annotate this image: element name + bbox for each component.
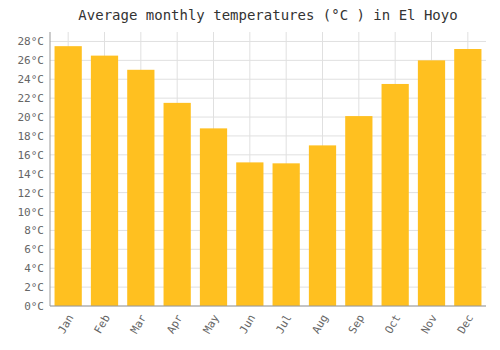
y-axis-line	[50, 32, 51, 306]
y-tick-label: 24°C	[18, 73, 45, 86]
bar	[200, 128, 227, 306]
x-tick-label: Nov	[419, 312, 440, 336]
bar	[418, 60, 445, 306]
grid	[50, 32, 486, 306]
y-tick-label: 12°C	[18, 187, 45, 200]
y-tick-label: 16°C	[18, 149, 45, 162]
y-tick-label: 10°C	[18, 206, 45, 219]
y-grid-line	[50, 41, 486, 42]
y-tick-label: 6°C	[24, 243, 44, 256]
y-grid-line	[50, 306, 486, 307]
x-tick-label: May	[201, 312, 222, 336]
x-tick-label: Sep	[346, 312, 367, 336]
y-tick-label: 18°C	[18, 130, 45, 143]
bar	[273, 163, 300, 306]
bar	[164, 103, 191, 306]
bar	[236, 162, 263, 306]
x-tick-label: Dec	[455, 312, 476, 336]
y-tick-label: 14°C	[18, 168, 45, 181]
x-axis-line	[50, 306, 486, 307]
bars	[55, 46, 482, 306]
chart-container: Average monthly temperatures (°C ) in El…	[0, 0, 500, 350]
y-tick-label: 4°C	[24, 262, 44, 275]
x-tick-label: Feb	[92, 312, 113, 336]
x-tick-label: Aug	[310, 312, 331, 336]
y-tick-label: 22°C	[18, 92, 45, 105]
y-tick-label: 20°C	[18, 111, 45, 124]
x-tick-label: Jun	[237, 312, 258, 336]
bar	[127, 70, 154, 306]
bar	[345, 116, 372, 306]
bar	[454, 49, 481, 306]
chart-svg: Average monthly temperatures (°C ) in El…	[0, 0, 500, 350]
y-tick-label: 8°C	[24, 224, 44, 237]
bar	[55, 46, 82, 306]
x-tick-label: Oct	[382, 312, 403, 336]
y-tick-label: 0°C	[24, 300, 44, 313]
bar	[382, 84, 409, 306]
y-tick-label: 26°C	[18, 54, 45, 67]
bar	[309, 145, 336, 306]
x-tick-label: Mar	[128, 312, 149, 336]
y-tick-label: 28°C	[18, 35, 45, 48]
x-tick-label: Apr	[164, 312, 185, 336]
bar	[91, 56, 118, 306]
y-tick-label: 2°C	[24, 281, 44, 294]
chart-title: Average monthly temperatures (°C ) in El…	[78, 7, 457, 23]
x-tick-label: Jul	[273, 312, 294, 336]
x-tick-label: Jan	[55, 312, 76, 336]
